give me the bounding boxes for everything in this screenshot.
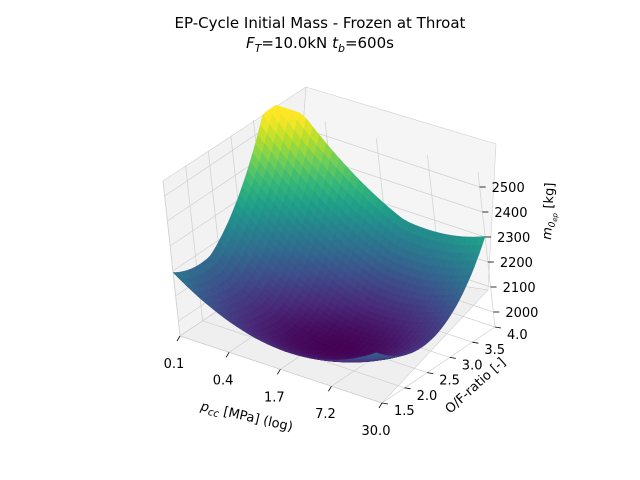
x-tick-mark	[378, 402, 383, 409]
z-tick-label: 2100	[503, 281, 536, 296]
y-tick-label: 1.5	[394, 404, 415, 419]
subtitle-t-sub: b	[337, 42, 345, 55]
floor-grid-x	[381, 326, 496, 404]
y-tick-label: 2.5	[439, 374, 460, 389]
chart-subtitle: FT=10.0kN tb=600s	[0, 34, 640, 55]
axis-ticks: 0.1 0.4 1.7 7.2 30.01.52.02.53.03.54.0 2000 21…	[164, 181, 539, 439]
z-tick-label: 2200	[500, 256, 533, 271]
y-tick-mark	[381, 402, 389, 405]
left-grid-y	[162, 180, 181, 337]
y-tick-mark	[404, 387, 411, 390]
z-tick-label: 2400	[494, 206, 527, 221]
y-tick-mark	[427, 372, 434, 374]
chart-title: EP-Cycle Initial Mass - Frozen at Throat	[174, 14, 466, 32]
subtitle-mid: =10.0kN	[261, 34, 333, 52]
x-tick-mark	[328, 386, 332, 392]
x-tick-mark	[276, 369, 281, 375]
y-tick-label: 2.0	[417, 389, 438, 404]
y-tick-mark	[472, 341, 479, 344]
surface-patch	[370, 352, 381, 356]
back-grid-x	[477, 171, 496, 328]
subtitle-t: t	[332, 34, 338, 52]
y-tick-label: 4.0	[507, 328, 528, 343]
x-tick-label: 0.4	[213, 373, 234, 388]
z-tick-label: 2000	[505, 306, 538, 321]
subtitle-f-sub: T	[254, 42, 262, 55]
z-axis-label: m0ep [kg]	[540, 182, 561, 240]
subtitle-suffix: =600s	[344, 34, 394, 52]
x-tick-label: 1.7	[264, 390, 285, 405]
z-tick-label: 2300	[497, 231, 530, 246]
x-tick-mark	[176, 335, 181, 342]
x-tick-label: 0.1	[164, 357, 185, 372]
x-tick-label: 30.0	[362, 424, 391, 439]
z-tick-label: 2500	[492, 181, 525, 196]
y-tick-mark	[449, 357, 456, 359]
subtitle-f: F	[246, 34, 255, 52]
x-tick-label: 7.2	[315, 407, 336, 422]
x-tick-mark	[225, 352, 230, 358]
surface-mesh	[172, 104, 486, 363]
y-tick-mark	[494, 326, 502, 329]
floor-grid-y	[179, 335, 383, 404]
y-tick-label: 3.5	[484, 343, 505, 358]
y-tick-label: 3.0	[462, 358, 483, 373]
